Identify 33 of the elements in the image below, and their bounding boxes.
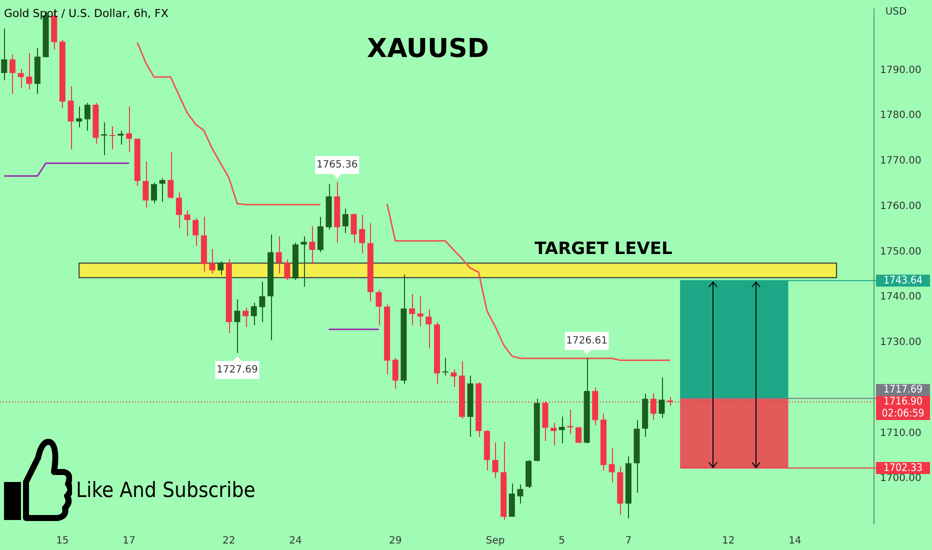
candlestick [101,122,108,156]
y-tick-label: 1740.00 [880,292,922,303]
y-tick-label: 1730.00 [880,337,922,348]
x-tick-label: 22 [222,536,236,547]
x-tick-label: 12 [722,536,735,547]
band-label: TARGET LEVEL [534,239,672,260]
y-tick-label: 1780.00 [880,110,922,122]
ref-line-label: 1743.64 [883,274,923,286]
candlestick [567,409,574,435]
annotation: 1765.36 [316,160,358,171]
x-tick-label: 5 [558,536,566,547]
text: 02:06:59 [882,408,924,420]
y-tick-label: 1770.00 [880,156,922,167]
annotation: 1727.69 [216,364,258,376]
y-tick-label: 1750.00 [880,246,922,258]
x-tick-label: 14 [788,536,802,547]
x-tick-label: 15 [56,536,69,547]
annotation: 1726.61 [566,335,608,346]
y-tick-label: 1760.00 [880,200,922,212]
x-tick-label: Sep [486,536,505,547]
y-tick-label: 1790.00 [880,64,922,76]
annotation: Like And Subscribe [76,478,256,502]
x-tick-label: 7 [625,536,632,547]
y-tick-label: 1700.00 [880,473,922,484]
ref-line-label: 1702.33 [883,462,923,474]
ref-line-label: 1716.90 [883,396,923,408]
text: XAUUSD [367,34,489,64]
y-tick-label: 1710.00 [880,428,922,439]
x-tick-label: 29 [389,536,402,547]
y-axis-title: USD [885,6,907,18]
x-tick-label: 17 [122,536,136,547]
x-tick-label: 24 [289,536,302,547]
ref-line-label: 1717.69 [883,384,923,396]
